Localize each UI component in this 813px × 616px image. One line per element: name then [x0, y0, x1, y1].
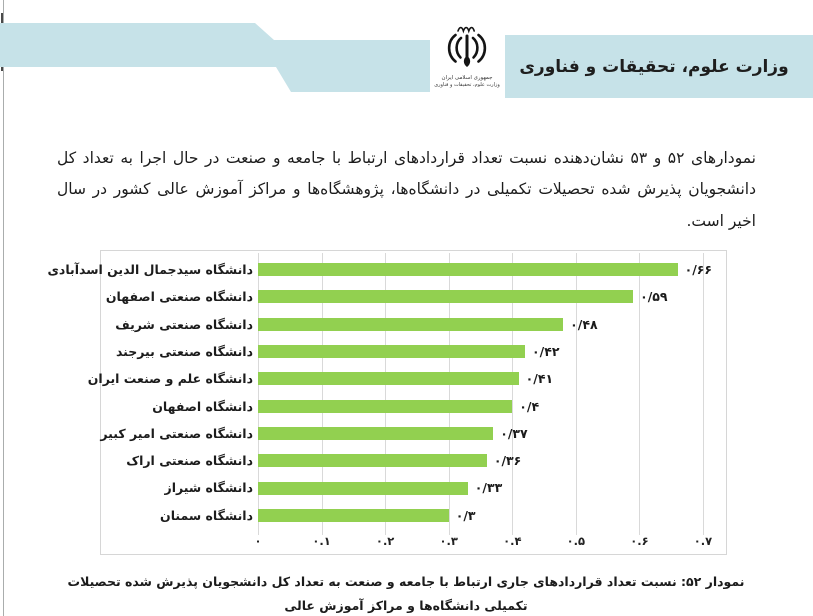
- iran-emblem-icon: [447, 26, 487, 67]
- category-label: دانشگاه صنعتی اصفهان: [105, 289, 253, 305]
- gridline: [448, 253, 450, 535]
- page-edge-line: [3, 0, 4, 616]
- bar-value-label: ۰/۴۲: [532, 343, 560, 359]
- bar-value-label: ۰/۴۸: [570, 316, 598, 332]
- emblem-caption-line2: وزارت علوم، تحقیقات و فناوری: [434, 82, 500, 88]
- x-tick-label: ۰.۷: [693, 534, 713, 548]
- header-banner: جمهوری اسلامی ایران وزارت علوم، تحقیقات …: [0, 0, 813, 120]
- category-label: دانشگاه شیراز: [164, 480, 253, 496]
- gridline: [321, 253, 323, 535]
- category-label: دانشگاه سمنان: [160, 507, 253, 523]
- x-tick-label: ۰.۵: [566, 534, 586, 548]
- ribbon-right-shape: [505, 35, 813, 98]
- bar: [258, 426, 494, 440]
- bar-value-label: ۰/۳۳: [474, 480, 503, 496]
- bar-chart: ۰ ۰.۱ ۰.۲ ۰.۳ ۰.۴ ۰.۵ ۰.۶ ۰.۷ دانشگاه سیدجمال ال…: [47, 250, 727, 555]
- intro-paragraph: نمودارهای ۵۲ و ۵۳ نشان‌دهنده نسبت تعداد …: [57, 148, 756, 230]
- gridline: [639, 253, 641, 535]
- x-tick-label: ۰.۶: [630, 534, 649, 548]
- bar-value-label: ۰/۳: [455, 507, 476, 523]
- x-tick-label: ۰.۴: [503, 534, 522, 548]
- gridline: [703, 253, 704, 535]
- bar: [258, 454, 487, 468]
- emblem-caption-line1: جمهوری اسلامی ایران: [441, 75, 493, 81]
- x-tick-label: ۰.۱: [312, 534, 331, 548]
- iran-emblem: جمهوری اسلامی ایران وزارت علوم، تحقیقات …: [412, 24, 522, 89]
- x-tick-label: ۰.۳: [439, 534, 458, 548]
- category-label: دانشگاه صنعتی اراک: [126, 453, 253, 469]
- bar-value-label: ۰/۵۹: [640, 289, 668, 305]
- bar: [258, 372, 519, 386]
- chart-caption: نمودار ۵۲: نسبت تعداد قراردادهای جاری ار…: [67, 574, 745, 613]
- bar-value-label: ۰/۶۶: [684, 262, 713, 277]
- category-label: دانشگاه سیدجمال الدین اسدآبادی: [47, 262, 253, 277]
- category-label: دانشگاه اصفهان: [152, 398, 253, 414]
- category-label: دانشگاه صنعتی شریف: [115, 316, 253, 332]
- bar-value-label: ۰/۳۷: [500, 425, 528, 441]
- bar: [258, 263, 678, 277]
- category-label: دانشگاه علم و صنعت ایران: [87, 371, 253, 387]
- bar-value-label: ۰/۳۶: [493, 453, 522, 469]
- ribbon-left-shape: [0, 23, 430, 92]
- gridline: [258, 253, 259, 535]
- gridline: [512, 253, 514, 535]
- ministry-title: وزارت علوم، تحقیقات و فناوری: [519, 56, 789, 77]
- bar: [258, 508, 449, 522]
- bar: [258, 399, 513, 413]
- bar-value-label: ۰/۴۱: [525, 371, 554, 387]
- bar-value-label: ۰/۴: [519, 398, 540, 414]
- header-ribbon: [0, 23, 813, 98]
- gridline: [575, 253, 577, 535]
- bar: [258, 481, 468, 495]
- bar: [258, 317, 564, 331]
- category-label: دانشگاه صنعتی امیر کبیر: [100, 425, 253, 441]
- category-label: دانشگاه صنعتی بیرجند: [115, 343, 253, 359]
- gridline: [385, 253, 387, 535]
- bar: [258, 345, 525, 359]
- x-tick-label: ۰.۲: [375, 534, 395, 548]
- x-tick-label: ۰: [254, 534, 262, 548]
- bar: [258, 290, 634, 304]
